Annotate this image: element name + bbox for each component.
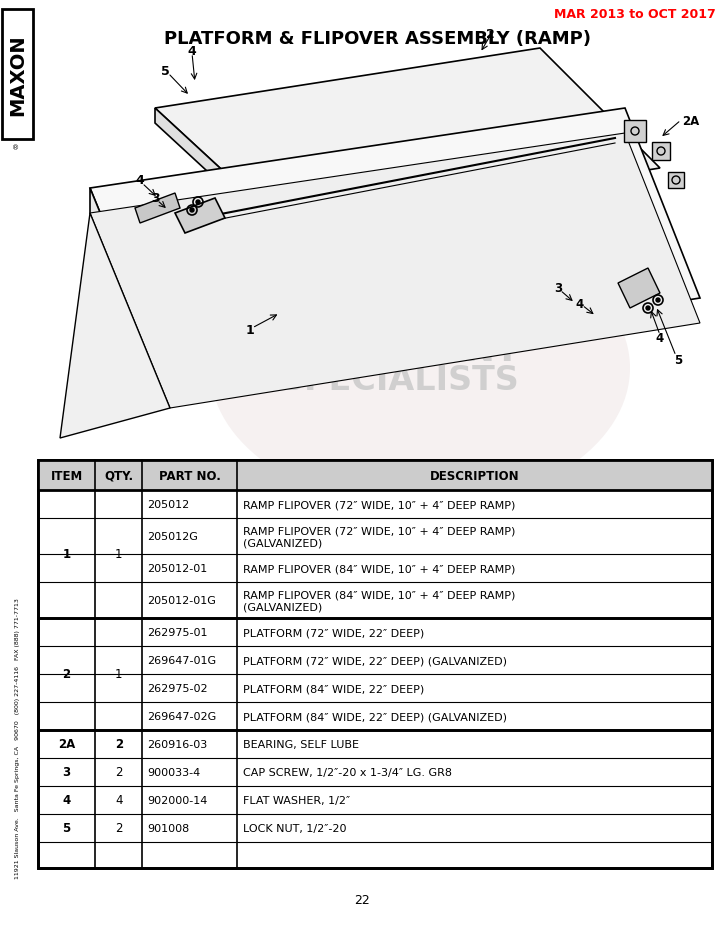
Text: 262975-01: 262975-01 bbox=[148, 627, 208, 638]
Text: PLATFORM (72″ WIDE, 22″ DEEP) (GALVANIZED): PLATFORM (72″ WIDE, 22″ DEEP) (GALVANIZE… bbox=[243, 655, 507, 665]
Text: EQUIPMENT: EQUIPMENT bbox=[279, 334, 521, 367]
Text: 2: 2 bbox=[115, 766, 122, 779]
Text: 4: 4 bbox=[135, 174, 144, 187]
Bar bbox=[2, 10, 33, 140]
Bar bbox=[624, 121, 646, 143]
Bar bbox=[652, 143, 670, 161]
Polygon shape bbox=[60, 213, 170, 439]
Text: BEARING, SELF LUBE: BEARING, SELF LUBE bbox=[243, 740, 359, 749]
Text: 1: 1 bbox=[115, 668, 122, 681]
Text: PART NO.: PART NO. bbox=[159, 469, 221, 482]
Polygon shape bbox=[90, 109, 700, 383]
Text: DESCRIPTION: DESCRIPTION bbox=[429, 469, 519, 482]
Text: 4: 4 bbox=[188, 45, 196, 58]
Polygon shape bbox=[155, 49, 660, 229]
Circle shape bbox=[190, 209, 194, 213]
Text: RAMP FLIPOVER (72″ WIDE, 10″ + 4″ DEEP RAMP)
(GALVANIZED): RAMP FLIPOVER (72″ WIDE, 10″ + 4″ DEEP R… bbox=[243, 525, 515, 548]
Text: 900033-4: 900033-4 bbox=[148, 767, 201, 777]
Text: QTY.: QTY. bbox=[104, 469, 133, 482]
Text: 1: 1 bbox=[62, 548, 71, 561]
Text: 269647-01G: 269647-01G bbox=[148, 655, 216, 665]
Text: 4: 4 bbox=[115, 793, 122, 806]
Text: PLATFORM & FLIPOVER ASSEMBLY (RAMP): PLATFORM & FLIPOVER ASSEMBLY (RAMP) bbox=[164, 30, 591, 48]
Text: 3: 3 bbox=[151, 192, 159, 205]
Text: 3: 3 bbox=[62, 766, 71, 779]
Text: MAR 2013 to OCT 2017: MAR 2013 to OCT 2017 bbox=[555, 8, 716, 21]
Text: LOCK NUT, 1/2″-20: LOCK NUT, 1/2″-20 bbox=[243, 823, 346, 833]
Text: RAMP FLIPOVER (84″ WIDE, 10″ + 4″ DEEP RAMP): RAMP FLIPOVER (84″ WIDE, 10″ + 4″ DEEP R… bbox=[243, 563, 515, 574]
Polygon shape bbox=[618, 269, 660, 309]
Bar bbox=[38, 460, 712, 868]
Text: ITEM: ITEM bbox=[51, 469, 83, 482]
Circle shape bbox=[196, 200, 200, 205]
Text: PLATFORM (72″ WIDE, 22″ DEEP): PLATFORM (72″ WIDE, 22″ DEEP) bbox=[243, 627, 424, 638]
Text: 262975-02: 262975-02 bbox=[148, 683, 208, 693]
Text: 2A: 2A bbox=[58, 738, 75, 751]
Polygon shape bbox=[175, 199, 225, 234]
Text: ®: ® bbox=[12, 145, 19, 151]
Polygon shape bbox=[155, 109, 285, 244]
Text: 5: 5 bbox=[161, 64, 169, 77]
Text: 22: 22 bbox=[354, 894, 370, 907]
Text: 901008: 901008 bbox=[148, 823, 190, 833]
Text: 2: 2 bbox=[115, 738, 123, 751]
Circle shape bbox=[656, 299, 660, 303]
Text: 205012-01G: 205012-01G bbox=[148, 596, 216, 605]
Text: RAMP FLIPOVER (84″ WIDE, 10″ + 4″ DEEP RAMP)
(GALVANIZED): RAMP FLIPOVER (84″ WIDE, 10″ + 4″ DEEP R… bbox=[243, 589, 515, 612]
Polygon shape bbox=[90, 134, 700, 408]
Text: 4: 4 bbox=[62, 793, 71, 806]
Text: 4: 4 bbox=[656, 332, 664, 345]
Text: 2: 2 bbox=[62, 668, 71, 681]
Text: FLAT WASHER, 1/2″: FLAT WASHER, 1/2″ bbox=[243, 795, 350, 806]
Circle shape bbox=[646, 306, 650, 311]
Text: RAMP FLIPOVER (72″ WIDE, 10″ + 4″ DEEP RAMP): RAMP FLIPOVER (72″ WIDE, 10″ + 4″ DEEP R… bbox=[243, 499, 515, 509]
Text: 902000-14: 902000-14 bbox=[148, 795, 208, 806]
Bar bbox=[38, 460, 712, 868]
Text: 1: 1 bbox=[115, 548, 122, 561]
Text: PLATFORM (84″ WIDE, 22″ DEEP): PLATFORM (84″ WIDE, 22″ DEEP) bbox=[243, 683, 424, 693]
Bar bbox=[38, 460, 712, 491]
Text: 205012: 205012 bbox=[148, 499, 190, 509]
Text: 3: 3 bbox=[554, 282, 562, 295]
Text: PLATFORM (84″ WIDE, 22″ DEEP) (GALVANIZED): PLATFORM (84″ WIDE, 22″ DEEP) (GALVANIZE… bbox=[243, 711, 507, 721]
Text: 4: 4 bbox=[576, 297, 584, 310]
Text: 5: 5 bbox=[62, 821, 71, 834]
Text: MAXON: MAXON bbox=[8, 34, 27, 116]
Bar bbox=[668, 173, 684, 188]
Text: 205012G: 205012G bbox=[148, 532, 198, 541]
Text: 2: 2 bbox=[486, 28, 494, 41]
Text: 260916-03: 260916-03 bbox=[148, 740, 208, 749]
Polygon shape bbox=[135, 194, 180, 224]
Text: 1: 1 bbox=[245, 324, 254, 337]
Text: 269647-02G: 269647-02G bbox=[148, 711, 216, 721]
Ellipse shape bbox=[210, 229, 630, 509]
Text: 2: 2 bbox=[115, 821, 122, 834]
Text: SPECIALISTS: SPECIALISTS bbox=[281, 364, 519, 397]
Polygon shape bbox=[90, 188, 170, 408]
Text: 5: 5 bbox=[674, 354, 682, 367]
Text: 11921 Slauson Ave.   Santa Fe Springs, CA   90670   (800) 227-4116   FAX (888) 7: 11921 Slauson Ave. Santa Fe Springs, CA … bbox=[15, 598, 20, 878]
Text: CAP SCREW, 1/2″-20 x 1-3/4″ LG. GR8: CAP SCREW, 1/2″-20 x 1-3/4″ LG. GR8 bbox=[243, 767, 452, 777]
Text: 205012-01: 205012-01 bbox=[148, 563, 208, 574]
Text: 2A: 2A bbox=[682, 114, 699, 127]
